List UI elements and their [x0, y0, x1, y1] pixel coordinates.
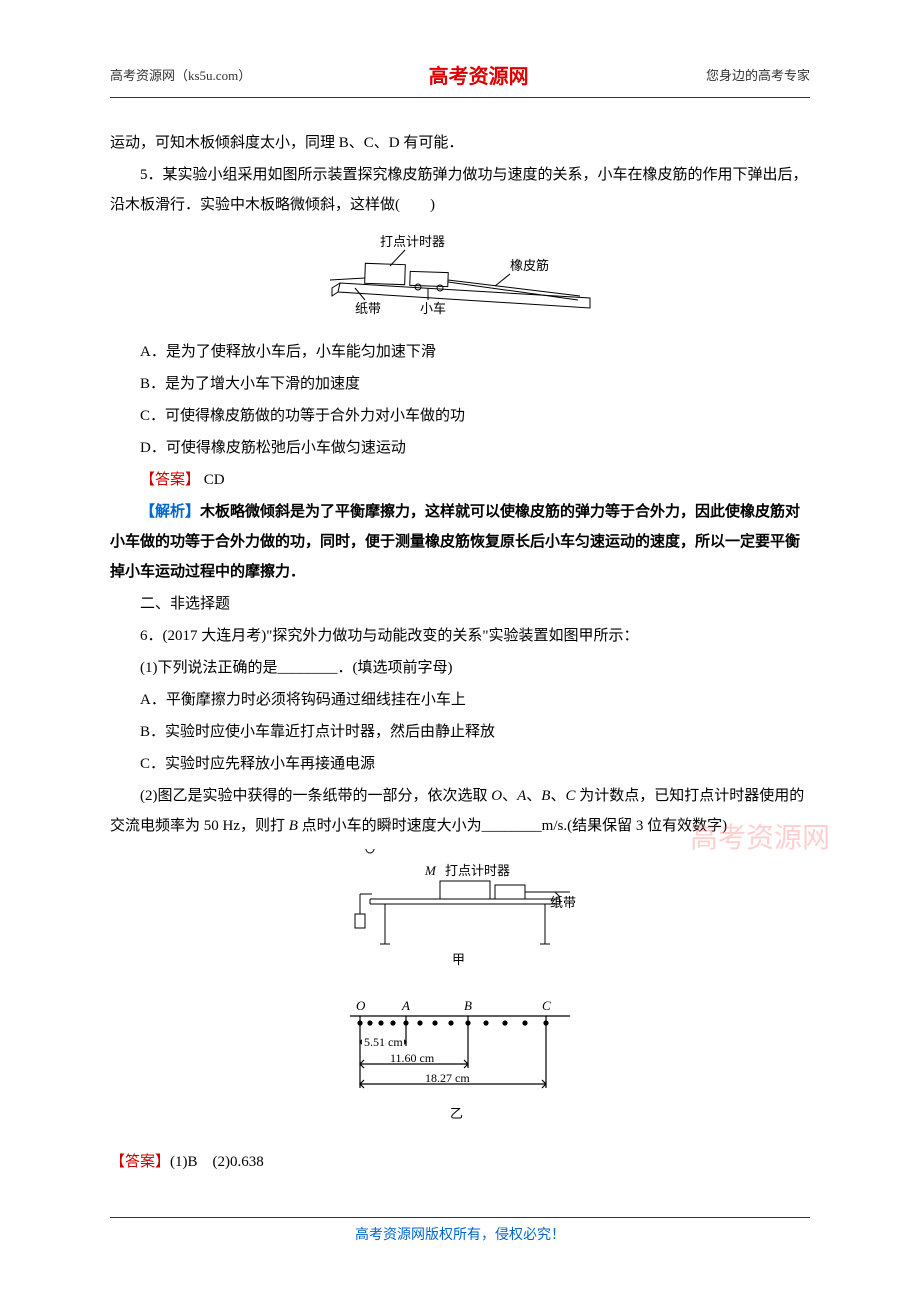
q5-answer-line: 【答案】 CD [110, 465, 810, 495]
q6-sub2-d: 点时小车的瞬时速度大小为________m/s.(结果保留 3 位有效数字) [298, 818, 727, 834]
q5-label-cart: 小车 [420, 301, 446, 316]
q6-stem: 6．(2017 大连月考)"探究外力做功与动能改变的关系"实验装置如图甲所示： [110, 621, 810, 651]
q5-stem: 5．某实验小组采用如图所示装置探究橡皮筋弹力做功与速度的关系，小车在橡皮筋的作用… [110, 160, 810, 220]
yi-dist1: 5.51 cm [364, 1035, 403, 1049]
page-header: 高考资源网（ks5u.com） 高考资源网 您身边的高考专家 [110, 60, 810, 89]
q6-label-tape: 纸带 [550, 895, 576, 910]
sep1: 、 [502, 788, 517, 804]
q6-sub1: (1)下列说法正确的是________．(填选项前字母) [110, 653, 810, 683]
header-center-logo: 高考资源网 [429, 60, 529, 89]
point-A: A [517, 788, 526, 804]
q5-label-rubber: 橡皮筋 [510, 258, 549, 273]
yi-label-O: O [356, 998, 366, 1013]
q6-diagram-yi: O A B C 5.51 cm 11.60 cm 18.27 cm 乙 [110, 988, 810, 1139]
page-footer: 高考资源网版权所有，侵权必究！ [110, 1217, 810, 1244]
q6-answer-line: 【答案】(1)B (2)0.638 [110, 1147, 810, 1177]
yi-dist2: 11.60 cm [390, 1051, 435, 1065]
q5-label-timer: 打点计时器 [380, 234, 445, 249]
q6-option-a: A．平衡摩擦力时必须将钩码通过细线挂在小车上 [110, 685, 810, 715]
q5-option-c: C．可使得橡皮筋做的功等于合外力对小车做的功 [110, 401, 810, 431]
fragment-line: 运动，可知木板倾斜度太小，同理 B、C、D 有可能． [110, 128, 810, 158]
q6-sub2-a: (2)图乙是实验中获得的一条纸带的一部分，依次选取 [140, 788, 491, 804]
q6-diagram-jia: M 打点计时器 纸带 甲 [110, 849, 810, 980]
q6-option-b: B．实验时应使小车靠近打点计时器，然后由静止释放 [110, 717, 810, 747]
yi-label-A: A [401, 998, 410, 1013]
q5-answer: CD [200, 472, 225, 488]
sep3: 、 [550, 788, 565, 804]
yi-label-C: C [542, 998, 551, 1013]
header-right: 您身边的高考专家 [706, 65, 810, 84]
yi-label: 乙 [450, 1106, 463, 1121]
document-content: 运动，可知木板倾斜度太小，同理 B、C、D 有可能． 5．某实验小组采用如图所示… [110, 128, 810, 1177]
point-O: O [491, 788, 502, 804]
q5-label-tape: 纸带 [355, 301, 381, 316]
q6-label-M: M [424, 863, 437, 878]
q5-analysis-text: 木板略微倾斜是为了平衡摩擦力，这样就可以使橡皮筋的弹力等于合外力，因此使橡皮筋对… [110, 504, 800, 580]
header-left: 高考资源网（ks5u.com） [110, 65, 251, 84]
q6-sub2: (2)图乙是实验中获得的一条纸带的一部分，依次选取 O、A、B、C 为计数点，已… [110, 781, 810, 841]
q6-label-jia: 甲 [452, 952, 465, 967]
yi-label-B: B [464, 998, 472, 1013]
sep2: 、 [526, 788, 541, 804]
q5-option-d: D．可使得橡皮筋松弛后小车做匀速运动 [110, 433, 810, 463]
q6-label-timer: 打点计时器 [445, 863, 510, 878]
q5-option-b: B．是为了增大小车下滑的加速度 [110, 369, 810, 399]
point-B2: B [289, 818, 298, 834]
answer-label: 【答案】 [140, 472, 200, 488]
point-C: C [565, 788, 575, 804]
analysis-label: 【解析】 [140, 504, 200, 520]
section-2-heading: 二、非选择题 [110, 589, 810, 619]
q5-option-a: A．是为了使释放小车后，小车能匀加速下滑 [110, 337, 810, 367]
answer-label-2: 【答案】 [110, 1154, 170, 1170]
q6-option-c: C．实验时应先释放小车再接通电源 [110, 749, 810, 779]
header-divider [110, 97, 810, 98]
q6-answer: (1)B (2)0.638 [170, 1154, 264, 1170]
q5-diagram: 打点计时器 橡皮筋 纸带 小车 [110, 228, 810, 329]
q5-analysis: 【解析】木板略微倾斜是为了平衡摩擦力，这样就可以使橡皮筋的弹力等于合外力，因此使… [110, 497, 810, 587]
yi-dist3: 18.27 cm [425, 1071, 470, 1085]
